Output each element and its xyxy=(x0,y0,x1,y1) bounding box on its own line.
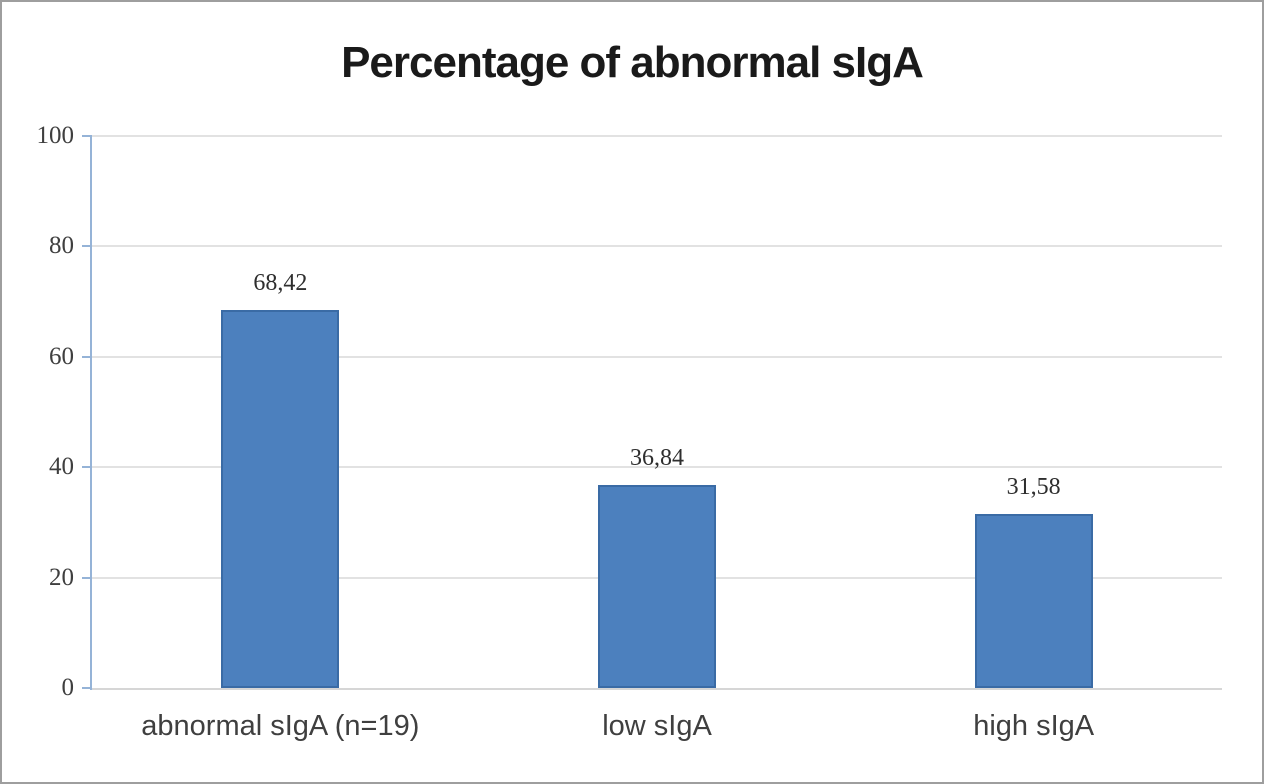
x-axis-category-label: low sIgA xyxy=(602,710,712,742)
y-axis-tick-label: 0 xyxy=(61,674,75,701)
y-axis-tick-mark xyxy=(82,245,92,248)
y-axis-tick-mark xyxy=(82,466,92,469)
y-axis-tick-label: 100 xyxy=(36,122,75,149)
bar-value-label: 68,42 xyxy=(253,270,308,297)
bar-high-siga xyxy=(974,513,1093,688)
gridline xyxy=(92,245,1222,248)
gridline xyxy=(92,466,1222,469)
bar-low-siga xyxy=(598,484,716,688)
y-axis-tick-mark xyxy=(82,576,92,579)
bar-abnormal-siga-n-19 xyxy=(221,310,340,688)
y-axis-tick-mark xyxy=(82,355,92,358)
y-axis-tick-label: 80 xyxy=(49,232,74,260)
y-axis-tick-label: 40 xyxy=(49,453,74,481)
x-axis-category-label: high sIgA xyxy=(973,710,1095,742)
y-axis-line xyxy=(90,136,92,690)
chart-title: Percentage of abnormal sIgA xyxy=(341,38,924,87)
bar-value-label: 36,84 xyxy=(630,444,684,471)
y-axis-tick-mark xyxy=(82,135,92,137)
gridline xyxy=(92,135,1222,137)
y-axis-tick-label: 60 xyxy=(49,342,74,370)
x-axis-category-label: abnormal sIgA (n=19) xyxy=(141,710,420,742)
bar-value-label: 31,58 xyxy=(1006,473,1061,500)
y-axis-tick-mark xyxy=(82,687,92,689)
x-axis-line xyxy=(92,688,1222,690)
gridline xyxy=(92,355,1222,358)
y-axis-tick-label: 20 xyxy=(49,563,74,591)
